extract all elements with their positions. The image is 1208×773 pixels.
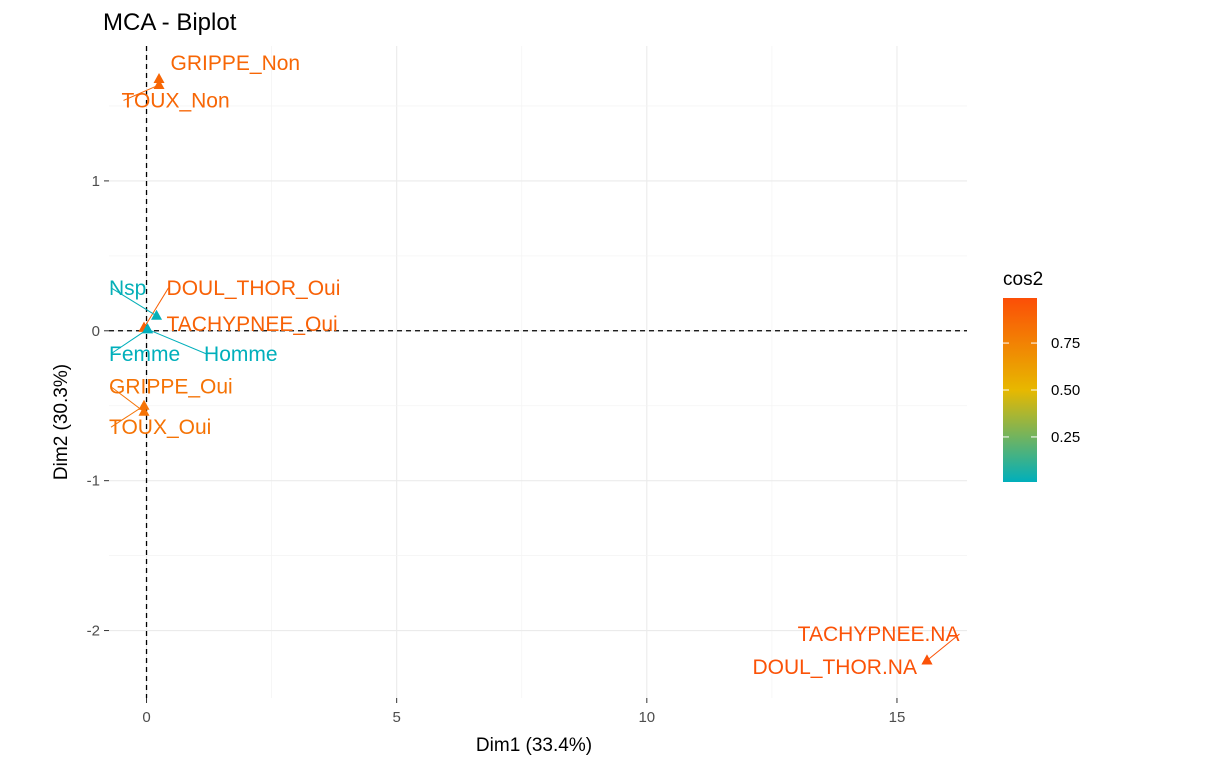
point-label-tachypnee_oui: TACHYPNEE_Oui (167, 313, 338, 336)
point-label-grippe_non: GRIPPE_Non (171, 52, 301, 75)
y-axis-title: Dim2 (30.3%) (51, 364, 72, 480)
point-marker-nsp (151, 309, 163, 320)
connector-nsp (110, 287, 157, 317)
point-marker-doul_thor.na (921, 654, 933, 665)
data-points (138, 72, 933, 665)
reference-lines (109, 46, 967, 698)
connector-toux_non (123, 84, 160, 101)
legend-title: cos2 (1003, 269, 1043, 290)
point-label-nsp: Nsp (109, 277, 146, 300)
connector-toux_oui (110, 405, 145, 428)
axis-ticks: 0 5 10 15 -2 -1 0 1 (87, 173, 906, 726)
point-label-femme: Femme (109, 343, 180, 366)
y-tick-label: -2 (87, 623, 100, 640)
point-label-toux_non: TOUX_Non (122, 89, 230, 112)
point-marker-grippe_non (153, 72, 165, 83)
connector-grippe_oui (110, 386, 145, 413)
chart-title: MCA - Biplot (103, 9, 237, 36)
connector-tachypnee.na (926, 633, 960, 661)
legend: cos2 0.25 0.50 0.75 (1003, 269, 1080, 482)
legend-tick-label: 0.50 (1051, 382, 1080, 399)
y-tick-label: 0 (92, 323, 100, 340)
point-labels: GRIPPE_Non TOUX_Non DOUL_THOR_Oui TACHYPNEE… (109, 52, 959, 679)
x-tick-label: 15 (889, 709, 906, 726)
x-tick-label: 0 (142, 709, 150, 726)
connector-homme (147, 328, 207, 355)
legend-tick-label: 0.75 (1051, 335, 1080, 352)
point-label-doul_thor_oui: DOUL_THOR_Oui (167, 277, 341, 300)
x-tick-label: 5 (392, 709, 400, 726)
point-label-grippe_oui: GRIPPE_Oui (109, 376, 233, 399)
y-tick-label: -1 (87, 473, 100, 490)
connector-doul_thor_oui (143, 287, 169, 329)
point-marker-toux_oui (138, 399, 150, 410)
legend-ticks: 0.25 0.50 0.75 (1003, 335, 1080, 446)
grid (109, 46, 967, 698)
point-marker-homme (142, 323, 154, 334)
x-axis-title: Dim1 (33.4%) (476, 735, 592, 756)
point-label-tachypnee.na: TACHYPNEE.NA (798, 623, 960, 646)
y-tick-label: 1 (92, 173, 100, 190)
point-marker-grippe_oui (138, 405, 150, 416)
point-marker-toux_non (153, 78, 165, 89)
x-tick-label: 10 (638, 709, 655, 726)
point-label-toux_oui: TOUX_Oui (109, 416, 211, 439)
label-connectors (110, 84, 960, 661)
connector-femme (110, 328, 148, 355)
legend-tick-label: 0.25 (1051, 429, 1080, 446)
point-label-homme: Homme (204, 343, 278, 366)
point-label-doul_thor.na: DOUL_THOR.NA (752, 656, 917, 679)
